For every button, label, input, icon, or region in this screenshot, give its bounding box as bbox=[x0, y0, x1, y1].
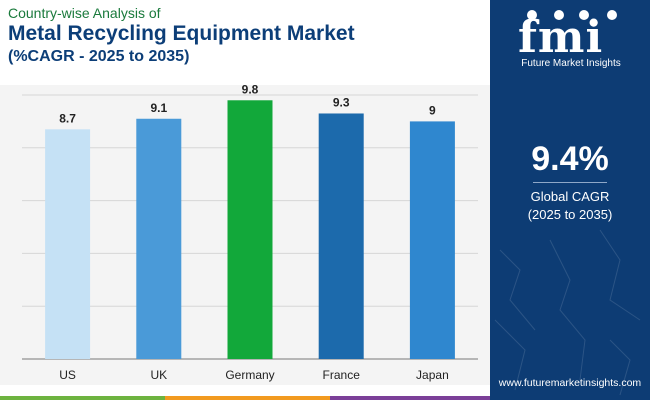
x-tick-label: France bbox=[323, 368, 361, 382]
logo-caption: Future Market Insights bbox=[521, 58, 621, 69]
x-tick-label: Germany bbox=[225, 368, 274, 382]
global-cagr-value: 9.4% bbox=[531, 140, 609, 178]
divider bbox=[533, 182, 607, 183]
fmi-logo bbox=[512, 6, 632, 76]
data-label: 8.7 bbox=[59, 111, 76, 125]
logo-icons bbox=[527, 10, 617, 20]
x-tick-label: UK bbox=[150, 368, 167, 382]
sidebar-texture bbox=[494, 229, 641, 396]
chart-range: (%CAGR - 2025 to 2035) bbox=[8, 48, 190, 65]
bar-france bbox=[318, 113, 364, 359]
data-label: 9.1 bbox=[150, 101, 167, 115]
logo-wordmark: fmi bbox=[518, 12, 604, 63]
bar-uk bbox=[136, 118, 182, 359]
website-url: www.futuremarketinsights.com bbox=[498, 377, 642, 389]
cagr-label-line2: (2025 to 2035) bbox=[527, 207, 613, 222]
footer-segment-orange bbox=[165, 396, 330, 400]
cagr-label-line1: Global CAGR bbox=[530, 189, 610, 204]
chart-subtitle: Country-wise Analysis of bbox=[8, 5, 161, 21]
footer-color-bar bbox=[0, 396, 650, 400]
bar-germany bbox=[227, 100, 273, 359]
bar-us bbox=[45, 129, 91, 359]
global-cagr-label: Global CAGR (2025 to 2035) bbox=[490, 188, 650, 224]
bar-japan bbox=[409, 121, 455, 360]
data-label: 9 bbox=[429, 103, 436, 117]
bar-chart: 8.7 US 9.1 UK 9.8 Germany 9.3 France 9 Japan bbox=[22, 85, 478, 382]
footer-segment-green bbox=[0, 396, 165, 400]
chart-title: Metal Recycling Equipment Market bbox=[8, 22, 355, 45]
x-tick-label: US bbox=[59, 368, 76, 382]
footer-segment-navy bbox=[490, 396, 650, 400]
data-label: 9.3 bbox=[333, 95, 350, 109]
data-label: 9.8 bbox=[242, 85, 259, 96]
chart-header: Country-wise Analysis of Metal Recycling… bbox=[0, 0, 490, 78]
chart-panel: 8.7 US 9.1 UK 9.8 Germany 9.3 France 9 Japan bbox=[0, 85, 490, 385]
sidebar: fmi Future Market Insights 9.4% Global C… bbox=[490, 0, 650, 400]
x-tick-label: Japan bbox=[416, 368, 449, 382]
footer-segment-purple bbox=[330, 396, 490, 400]
